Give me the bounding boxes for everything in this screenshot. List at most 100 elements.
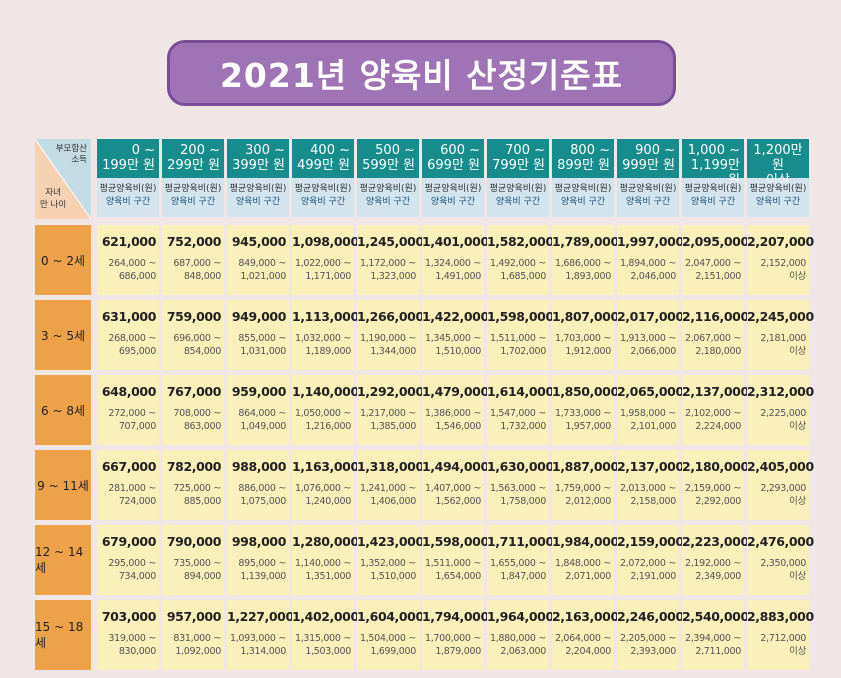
table-cell: 759,000 696,000 ~ 854,000 bbox=[162, 300, 224, 370]
table-cell: 679,000 295,000 ~ 734,000 bbox=[97, 525, 159, 595]
average-support-value: 1,794,000 bbox=[422, 609, 489, 624]
avg-support-label: 평균양육비(원) bbox=[359, 184, 417, 194]
table-cell: 1,794,000 1,700,000 ~ 1,879,000 bbox=[422, 600, 489, 670]
income-column-8: 900 ~999만 원 평균양육비(원) 양육비 구간 bbox=[617, 139, 679, 217]
support-range-start: 886,000 ~ bbox=[238, 483, 286, 494]
table-cell: 1,280,000 1,140,000 ~ 1,351,000 bbox=[292, 525, 359, 595]
support-range-end: 1,031,000 bbox=[240, 346, 286, 357]
column-subheader: 평균양육비(원) 양육비 구간 bbox=[422, 178, 484, 217]
support-range: 1,076,000 ~ 1,240,000 bbox=[292, 482, 351, 508]
support-range-start: 281,000 ~ bbox=[108, 483, 156, 494]
support-range-start: 2,181,000 bbox=[760, 333, 806, 344]
average-support-value: 1,997,000 bbox=[617, 234, 684, 249]
support-range-end: 686,000 bbox=[118, 271, 156, 282]
support-range-end: 695,000 bbox=[118, 346, 156, 357]
table-cell: 2,095,000 2,047,000 ~ 2,151,000 bbox=[682, 225, 749, 295]
table-cell: 2,065,000 1,958,000 ~ 2,101,000 bbox=[617, 375, 684, 445]
support-range-end: 2,292,000 bbox=[695, 496, 741, 507]
support-range-start: 2,192,000 ~ bbox=[684, 558, 741, 569]
support-range-end: 1,546,000 bbox=[435, 421, 481, 432]
support-range-end: 2,180,000 bbox=[695, 346, 741, 357]
table-cell: 1,789,000 1,686,000 ~ 1,893,000 bbox=[552, 225, 619, 295]
income-bracket-line: 900 ~ bbox=[635, 143, 675, 158]
support-range-start: 735,000 ~ bbox=[173, 558, 221, 569]
support-range-start: 319,000 ~ bbox=[108, 633, 156, 644]
support-range-end: 2,063,000 bbox=[500, 646, 546, 657]
support-range-start: 1,547,000 ~ bbox=[489, 408, 546, 419]
table-cell: 752,000 687,000 ~ 848,000 bbox=[162, 225, 224, 295]
average-support-value: 1,422,000 bbox=[422, 309, 489, 324]
column-subheader: 평균양육비(원) 양육비 구간 bbox=[162, 178, 224, 217]
support-range: 696,000 ~ 854,000 bbox=[162, 332, 221, 358]
column-subheader: 평균양육비(원) 양육비 구간 bbox=[487, 178, 549, 217]
page-title: 2021년 양육비 산정기준표 bbox=[167, 40, 676, 106]
average-support-value: 1,266,000 bbox=[357, 309, 424, 324]
support-range-start: 1,492,000 ~ bbox=[489, 258, 546, 269]
table-cell: 1,098,000 1,022,000 ~ 1,171,000 bbox=[292, 225, 359, 295]
average-support-value: 1,227,000 bbox=[227, 609, 294, 624]
support-range-start: 1,217,000 ~ bbox=[359, 408, 416, 419]
support-range: 1,703,000 ~ 1,912,000 bbox=[552, 332, 611, 358]
average-support-value: 1,113,000 bbox=[292, 309, 359, 324]
average-support-value: 1,140,000 bbox=[292, 384, 359, 399]
income-bracket-line: 599만 원 bbox=[362, 158, 415, 173]
table-cell: 1,598,000 1,511,000 ~ 1,702,000 bbox=[487, 300, 554, 370]
column-subheader: 평균양육비(원) 양육비 구간 bbox=[682, 178, 744, 217]
table-cell: 1,964,000 1,880,000 ~ 2,063,000 bbox=[487, 600, 554, 670]
support-range-start: 1,324,000 ~ bbox=[424, 258, 481, 269]
income-bracket-line: 999만 원 bbox=[622, 158, 675, 173]
support-range-label: 양육비 구간 bbox=[430, 197, 476, 207]
table-cell: 1,614,000 1,547,000 ~ 1,732,000 bbox=[487, 375, 554, 445]
table-cell: 988,000 886,000 ~ 1,075,000 bbox=[227, 450, 289, 520]
table-cell: 2,017,000 1,913,000 ~ 2,066,000 bbox=[617, 300, 684, 370]
support-range-end: 854,000 bbox=[183, 346, 221, 357]
average-support-value: 2,540,000 bbox=[682, 609, 749, 624]
support-range-end: 이상 bbox=[789, 571, 806, 582]
average-support-value: 1,711,000 bbox=[487, 534, 554, 549]
support-range: 2,225,000 이상 bbox=[747, 407, 806, 433]
average-support-value: 2,163,000 bbox=[552, 609, 619, 624]
income-bracket-line: 0 ~ bbox=[131, 143, 155, 158]
support-range-end: 848,000 bbox=[183, 271, 221, 282]
support-range-end: 1,702,000 bbox=[500, 346, 546, 357]
corner-diagonal-divider bbox=[35, 139, 91, 219]
table-cell: 1,984,000 1,848,000 ~ 2,071,000 bbox=[552, 525, 619, 595]
support-range-start: 1,894,000 ~ bbox=[619, 258, 676, 269]
average-support-value: 2,159,000 bbox=[617, 534, 684, 549]
table-cell: 621,000 264,000 ~ 686,000 bbox=[97, 225, 159, 295]
support-range-start: 2,072,000 ~ bbox=[619, 558, 676, 569]
average-support-value: 2,312,000 bbox=[747, 384, 814, 399]
average-support-value: 1,318,000 bbox=[357, 459, 424, 474]
average-support-value: 1,494,000 bbox=[422, 459, 489, 474]
support-range: 2,159,000 ~ 2,292,000 bbox=[682, 482, 741, 508]
average-support-value: 988,000 bbox=[231, 459, 287, 474]
support-range-end: 2,393,000 bbox=[630, 646, 676, 657]
table-cell: 1,604,000 1,504,000 ~ 1,699,000 bbox=[357, 600, 424, 670]
average-support-value: 1,280,000 bbox=[292, 534, 359, 549]
support-range-start: 725,000 ~ bbox=[173, 483, 221, 494]
support-range-start: 1,759,000 ~ bbox=[554, 483, 611, 494]
table-cell: 2,116,000 2,067,000 ~ 2,180,000 bbox=[682, 300, 749, 370]
support-range-start: 2,350,000 bbox=[760, 558, 806, 569]
support-range: 2,181,000 이상 bbox=[747, 332, 806, 358]
average-support-value: 679,000 bbox=[101, 534, 157, 549]
table-cell: 1,163,000 1,076,000 ~ 1,240,000 bbox=[292, 450, 359, 520]
support-range: 264,000 ~ 686,000 bbox=[97, 257, 156, 283]
avg-support-label: 평균양육비(원) bbox=[619, 184, 677, 194]
support-range: 2,013,000 ~ 2,158,000 bbox=[617, 482, 676, 508]
support-range-start: 831,000 ~ bbox=[173, 633, 221, 644]
average-support-value: 2,116,000 bbox=[682, 309, 749, 324]
average-support-value: 959,000 bbox=[231, 384, 287, 399]
support-range-end: 이상 bbox=[789, 646, 806, 657]
income-column-1: 200 ~299만 원 평균양육비(원) 양육비 구간 bbox=[162, 139, 224, 217]
support-range: 1,032,000 ~ 1,189,000 bbox=[292, 332, 351, 358]
support-range-start: 696,000 ~ bbox=[173, 333, 221, 344]
table-cell: 1,479,000 1,386,000 ~ 1,546,000 bbox=[422, 375, 489, 445]
avg-support-label: 평균양육비(원) bbox=[294, 184, 352, 194]
income-bracket-header: 500 ~599만 원 bbox=[357, 139, 419, 178]
table-cell: 1,245,000 1,172,000 ~ 1,323,000 bbox=[357, 225, 424, 295]
support-range-start: 855,000 ~ bbox=[238, 333, 286, 344]
average-support-value: 2,476,000 bbox=[747, 534, 814, 549]
column-subheader: 평균양육비(원) 양육비 구간 bbox=[97, 178, 159, 217]
support-range-start: 1,172,000 ~ bbox=[359, 258, 416, 269]
